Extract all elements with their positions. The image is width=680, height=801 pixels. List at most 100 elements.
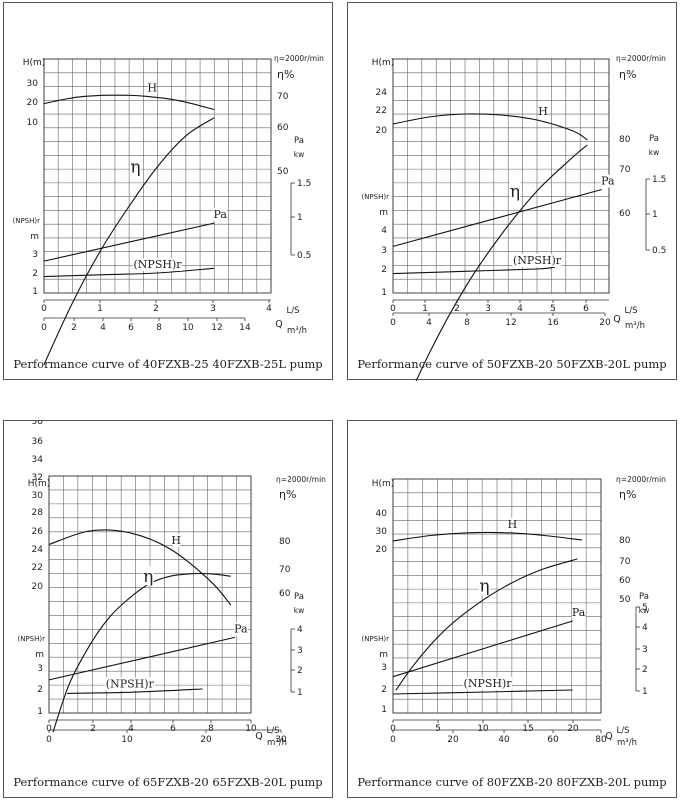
power-tick-label: 3 — [642, 645, 648, 655]
plot-frame — [43, 58, 272, 294]
flow-ls-tick-label: 8 — [208, 724, 214, 734]
efficiency-axis-label: η% — [279, 488, 296, 501]
pump-chart-40fzxb: H(m) 10 20 30 (NPSH)r m 1 2 3 η=2000r/min η% 50 60 70… — [3, 2, 333, 380]
curve-label-bg — [479, 575, 490, 595]
speed-label: η=2000r/min — [616, 54, 666, 63]
curve-label-bg — [571, 606, 586, 619]
npsh-axis-label: (NPSH)r — [12, 217, 40, 225]
head-tick-label: 30 — [376, 527, 388, 537]
power-tick-label: 0.5 — [652, 246, 666, 256]
head-tick-label: 20 — [32, 582, 44, 592]
npsh-tick-label: 1 — [381, 288, 387, 298]
npsh-tick-label: 3 — [381, 663, 387, 673]
power-curve — [43, 222, 215, 262]
power-curve-label: Pa — [572, 606, 586, 619]
pump-chart-65fzxb: H(m) 20 22 24 26 28 30 32 34 36 38 (NPSH)r m 1 2 3 η=200… — [3, 420, 333, 798]
npsh-tick-label: 1 — [381, 705, 387, 715]
power-tick-label: 4 — [642, 623, 648, 633]
head-axis-label: H(m) — [372, 479, 395, 489]
efficiency-tick-label: 80 — [619, 536, 631, 546]
head-tick-label: 20 — [27, 98, 39, 108]
flow-ls-tick-label: 20 — [567, 724, 579, 734]
curve-label-bg — [600, 174, 615, 188]
efficiency-tick-label: 60 — [279, 589, 291, 599]
flow-ls-unit: L/S — [625, 306, 638, 316]
head-curve-label: H — [538, 105, 548, 118]
npsh-curve-label: (NPSH)r — [134, 258, 183, 271]
curve-label-bg — [462, 677, 513, 690]
speed-label: η=2000r/min — [274, 54, 324, 63]
flow-m3h-tick-label: 30 — [275, 735, 287, 745]
flow-m3h-tick-label: 0 — [390, 318, 396, 328]
flow-ls-tick-label: 6 — [583, 304, 589, 314]
flow-ls-unit: L/S — [617, 726, 630, 736]
head-tick-label: 38 — [32, 421, 44, 427]
flow-ls-tick-label: 5 — [435, 724, 441, 734]
power-curve-label: Pa — [214, 208, 228, 221]
head-tick-label: 22 — [376, 106, 387, 116]
flow-ls-tick-label: 15 — [522, 724, 533, 734]
npsh-curve-label: (NPSH)r — [464, 677, 513, 690]
chart-svg: H(m)20222426283032343638(NPSH)rm123η=200… — [17, 421, 326, 748]
flow-m3h-tick-label: 6 — [128, 323, 134, 333]
plot-frame — [48, 475, 252, 714]
curve-label-bg — [213, 208, 228, 222]
power-axis-label: Pa — [649, 134, 659, 144]
npsh-tick-label: 4 — [381, 226, 387, 236]
efficiency-tick-label: 60 — [277, 123, 289, 133]
curve-label-bg — [512, 254, 562, 267]
power-curve — [392, 188, 602, 247]
efficiency-axis-label: η% — [277, 68, 294, 81]
speed-label: η=2000r/min — [616, 475, 666, 484]
curve-label-bg — [539, 105, 547, 118]
flow-symbol: Q — [605, 731, 612, 742]
flow-m3h-tick-label: 80 — [595, 735, 607, 745]
flow-ls-tick-label: 4 — [266, 304, 272, 314]
efficiency-curve — [395, 558, 578, 691]
flow-ls-tick-label: 0 — [390, 724, 396, 734]
curve-label-bg — [142, 566, 154, 586]
flow-m3h-tick-label: 0 — [46, 735, 52, 745]
efficiency-tick-label: 70 — [279, 565, 291, 575]
flow-m3h-tick-label: 20 — [599, 318, 611, 328]
flow-m3h-tick-label: 20 — [447, 735, 459, 745]
flow-m3h-unit: m³/h — [617, 738, 637, 748]
power-curve-label: Pa — [601, 175, 615, 188]
flow-ls-unit: L/S — [267, 726, 280, 736]
head-curve-label: H — [147, 81, 157, 94]
head-tick-label: 30 — [32, 491, 44, 501]
flow-m3h-tick-label: 14 — [239, 323, 251, 333]
flow-m3h-tick-label: 8 — [156, 323, 162, 333]
flow-m3h-tick-label: 40 — [498, 735, 510, 745]
npsh-unit-label: m — [379, 208, 388, 218]
head-tick-label: 24 — [376, 88, 388, 98]
flow-ls-tick-label: 5 — [550, 304, 556, 314]
efficiency-tick-label: 50 — [277, 167, 289, 177]
npsh-axis-label: (NPSH)r — [17, 635, 45, 643]
flow-ls-tick-label: 2 — [454, 304, 460, 314]
head-tick-label: 20 — [376, 545, 388, 555]
flow-m3h-tick-label: 0 — [390, 735, 396, 745]
curve-label-bg — [105, 677, 155, 691]
chart-caption: Performance curve of 65FZXB-20 65FZXB-20… — [13, 775, 323, 789]
flow-ls-tick-label: 4 — [517, 304, 523, 314]
flow-m3h-tick-label: 16 — [547, 318, 559, 328]
efficiency-tick-label: 70 — [619, 557, 631, 567]
head-curve — [48, 529, 232, 606]
curve-label-bg — [148, 81, 156, 95]
npsh-curve — [392, 266, 556, 275]
power-tick-label: 1.5 — [297, 179, 311, 189]
flow-ls-tick-label: 4 — [128, 724, 134, 734]
npsh-curve-label: (NPSH)r — [106, 677, 155, 690]
power-unit-label: kw — [639, 606, 649, 615]
flow-symbol: Q — [613, 314, 620, 325]
flow-ls-tick-label: 6 — [170, 724, 176, 734]
curve-label-bg — [132, 258, 183, 271]
head-curve — [392, 531, 583, 542]
npsh-tick-label: 2 — [37, 685, 43, 695]
npsh-tick-label: 3 — [37, 664, 43, 674]
chart-caption: Performance curve of 80FZXB-20 80FZXB-20… — [357, 775, 667, 789]
npsh-tick-label: 2 — [32, 269, 38, 279]
power-tick-label: 0.5 — [297, 251, 311, 261]
chart-svg: H(m)203040(NPSH)rm123η=2000r/minη%506070… — [361, 475, 666, 748]
